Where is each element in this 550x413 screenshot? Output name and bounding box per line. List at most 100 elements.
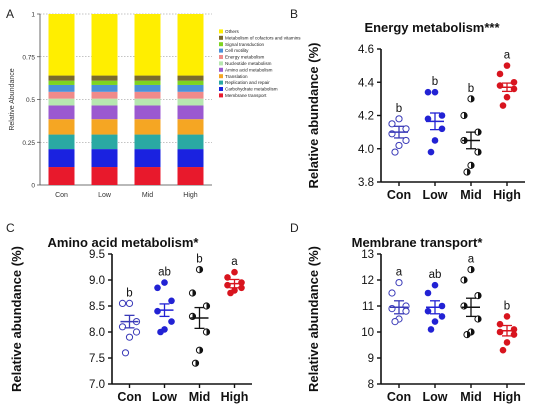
bar-segment	[91, 84, 118, 92]
legend-swatch	[219, 74, 223, 79]
y-tick-label: 8	[368, 379, 374, 391]
data-point-fill	[478, 129, 482, 136]
x-tick-label: Con	[387, 188, 411, 202]
data-point	[118, 299, 127, 307]
data-point-fill	[206, 302, 210, 310]
legend-swatch	[219, 48, 223, 53]
data-point-fill	[206, 328, 210, 336]
legend-entry: Amino acid metabolism	[225, 67, 273, 72]
legend-entry: Translation	[225, 74, 248, 79]
data-point	[402, 136, 410, 145]
bar-segment	[177, 14, 204, 76]
y-tick-label: 0.5	[26, 97, 35, 104]
significance-letter: a	[231, 256, 238, 268]
legend-swatch	[219, 67, 223, 72]
bar-segment	[134, 134, 161, 150]
data-point	[395, 279, 403, 287]
data-point	[503, 62, 511, 69]
data-point	[424, 115, 432, 123]
legend-entry: Nucleotide metabolism	[225, 61, 272, 66]
significance-letter: a	[504, 50, 511, 62]
data-point	[424, 88, 432, 96]
data-point-fill	[195, 360, 199, 367]
bar-segment	[91, 134, 118, 150]
data-point	[154, 307, 161, 315]
significance-letter: b	[468, 83, 474, 95]
bar-segment	[91, 167, 118, 185]
legend-entry: Membrane transport	[225, 93, 267, 98]
data-point	[427, 148, 435, 156]
bar-segment	[91, 91, 118, 99]
panel-label-a: A	[6, 7, 14, 21]
panel-a-stacked-bar-chart: 0 0.25 0.5 0.75 1 Relative Abundance Con Low Mid…	[9, 12, 301, 200]
data-point	[496, 328, 504, 336]
bar-segment	[91, 75, 118, 81]
data-point	[395, 141, 403, 150]
y-tick-label: 7.5	[89, 353, 105, 365]
data-point	[431, 318, 439, 325]
bar-segment	[134, 14, 161, 76]
bar-segment	[48, 167, 75, 185]
data-point	[125, 299, 134, 307]
data-point-fill	[471, 162, 475, 169]
y-tick-label: 3.8	[358, 177, 374, 189]
x-tick-label: Mid	[460, 188, 482, 202]
x-tick-label: Low	[423, 188, 448, 202]
data-point	[424, 307, 432, 315]
bar-segment	[48, 134, 75, 150]
bar-segment	[91, 119, 118, 135]
panel-c-dot-plot: Amino acid metabolism* 7.0 7.5 8.0 8.5 9.0 9.5…	[9, 235, 252, 404]
data-point	[431, 88, 439, 96]
bar-segment	[91, 149, 118, 168]
y-tick-label: 13	[361, 249, 374, 261]
x-tick-label: Mid	[142, 192, 153, 199]
panel-label-c: C	[6, 221, 15, 235]
significance-letter: b	[126, 287, 132, 299]
data-point	[510, 331, 518, 338]
bar-segment	[48, 105, 75, 120]
panel-label-b: B	[290, 7, 298, 21]
bar-segment	[134, 91, 161, 99]
y-tick-label: 7.0	[89, 379, 105, 391]
legend-swatch	[219, 87, 223, 91]
legend-swatch	[219, 61, 223, 66]
significance-letter: ab	[158, 267, 171, 279]
legend-swatch	[219, 80, 223, 85]
legend-entry: Energy metabolism	[225, 55, 264, 60]
y-tick-label: 11	[362, 301, 374, 313]
legend-entry: Carbohydrate metabolism	[225, 87, 278, 92]
y-tick-label: 8.0	[89, 327, 105, 339]
y-tick-label: 9.5	[89, 249, 105, 261]
bar-segment	[134, 119, 161, 135]
legend-entry: Replication and repair	[225, 80, 270, 85]
data-point	[496, 70, 504, 78]
chart-title: Amino acid metabolism*	[48, 235, 200, 250]
chart-title: Energy metabolism***	[364, 20, 500, 35]
bar-segment	[177, 91, 204, 99]
y-tick-label: 12	[361, 275, 374, 287]
data-point	[388, 289, 396, 297]
data-point	[424, 289, 432, 297]
data-point	[388, 305, 396, 313]
legend-entry: Metabolism of cofactors and vitamins	[225, 35, 301, 40]
x-tick-label: Con	[55, 192, 68, 199]
bar-segment	[48, 80, 75, 85]
bar-segment	[91, 14, 118, 76]
x-tick-label: Con	[117, 390, 141, 404]
legend-entry: Signal transduction	[225, 42, 265, 47]
data-point-fill	[199, 266, 203, 273]
data-point	[231, 268, 238, 276]
bar-segment	[134, 167, 161, 185]
x-tick-label: High	[493, 390, 521, 404]
data-point	[510, 78, 518, 86]
bar-segment	[48, 75, 75, 81]
y-axis-label: Relative abundance (%)	[306, 43, 321, 189]
data-point	[438, 125, 446, 133]
data-point-fill	[478, 315, 482, 323]
panel-d-dot-plot: Membrane transport* 8 9 10 11 12 13 Relative ab…	[306, 235, 525, 404]
bar-segment	[48, 119, 75, 135]
data-point	[118, 323, 127, 331]
y-tick-label: 9	[368, 353, 374, 365]
